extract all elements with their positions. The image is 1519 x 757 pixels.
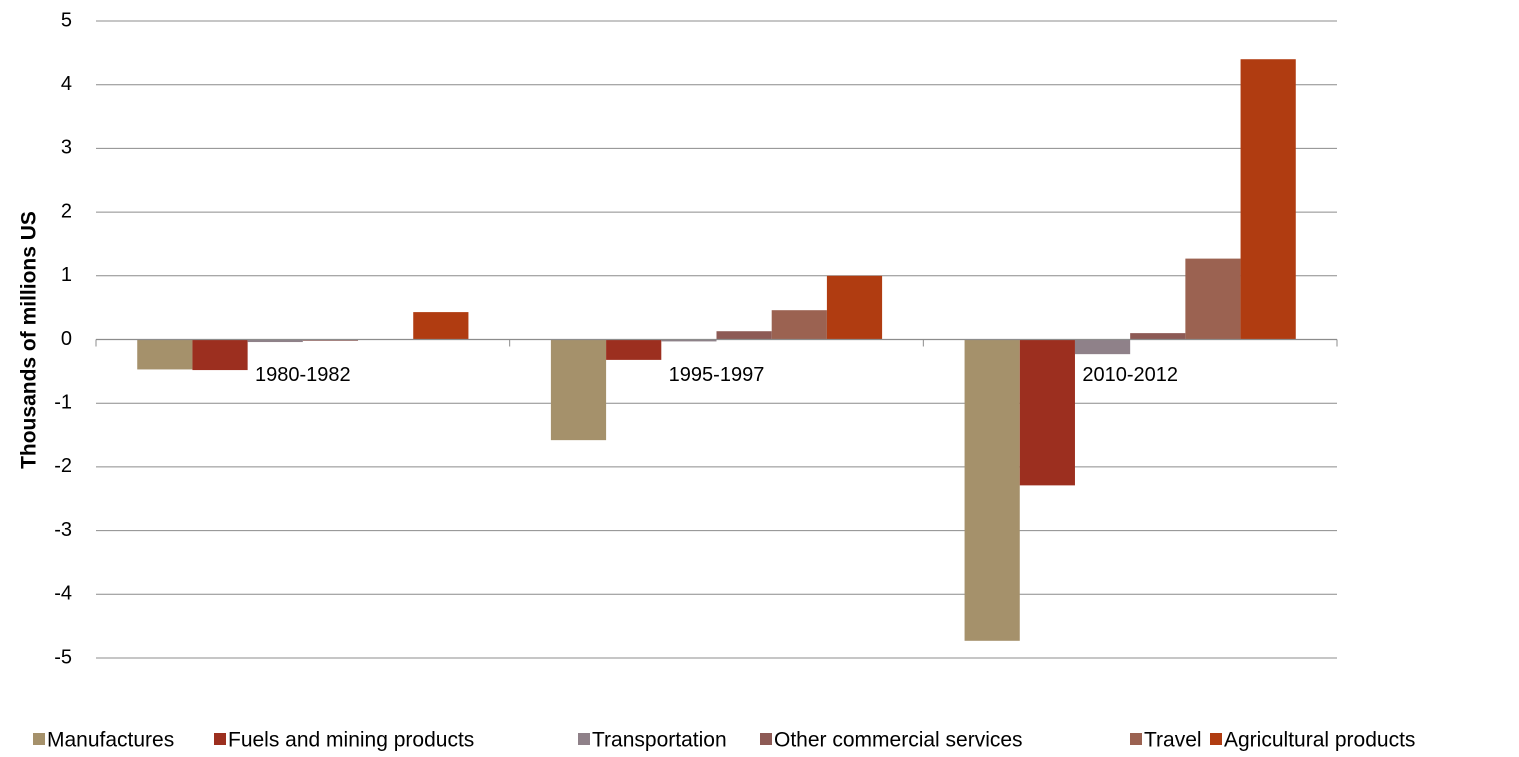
y-axis-title: Thousands of millions US	[18, 211, 41, 469]
y-tick-label: 1	[61, 264, 72, 286]
y-tick-label: -1	[54, 391, 72, 413]
legend-swatch	[1130, 733, 1142, 745]
legend-swatch	[214, 733, 226, 745]
bar	[192, 339, 248, 371]
y-tick-label: 2	[61, 200, 72, 222]
legend-swatch	[760, 733, 772, 745]
bar	[1019, 339, 1075, 486]
y-tick-label: -3	[54, 519, 72, 541]
bar	[716, 331, 772, 340]
y-tick-label: 3	[61, 137, 72, 159]
y-tick-label: 5	[61, 9, 72, 31]
bar	[661, 339, 717, 342]
bar	[1240, 59, 1296, 340]
legend-swatch	[33, 733, 45, 745]
bar	[964, 339, 1020, 641]
x-tick-label: 1995-1997	[669, 364, 765, 386]
bar	[826, 275, 883, 340]
legend-label: Travel	[1144, 729, 1202, 752]
bar	[550, 339, 607, 441]
y-tick-label: -4	[54, 583, 72, 605]
y-tick-label: 0	[61, 328, 72, 350]
legend-swatch	[578, 733, 590, 745]
bar	[1074, 339, 1131, 355]
legend-label: Other commercial services	[774, 729, 1023, 752]
bar	[413, 312, 469, 340]
x-tick-label: 1980-1982	[255, 364, 351, 386]
legend-label: Transportation	[592, 729, 727, 752]
bar	[137, 339, 193, 370]
y-tick-label: -2	[54, 455, 72, 477]
bar	[247, 339, 303, 343]
bar	[606, 339, 662, 360]
legend-label: Fuels and mining products	[228, 729, 474, 752]
legend-label: Agricultural products	[1224, 729, 1415, 752]
y-tick-label: -5	[54, 646, 72, 668]
bar	[771, 310, 827, 340]
legend-swatch	[1210, 733, 1222, 745]
bar	[1130, 333, 1186, 340]
legend-label: Manufactures	[47, 729, 174, 752]
bar	[1185, 258, 1241, 340]
y-tick-label: 4	[61, 73, 72, 95]
x-tick-label: 2010-2012	[1082, 364, 1178, 386]
